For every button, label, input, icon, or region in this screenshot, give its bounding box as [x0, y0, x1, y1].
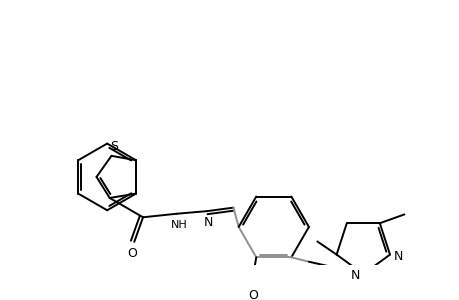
Text: O: O	[127, 247, 137, 260]
Text: S: S	[110, 140, 118, 153]
Text: N: N	[350, 269, 359, 282]
Text: N: N	[393, 250, 403, 263]
Text: N: N	[204, 216, 213, 229]
Text: O: O	[248, 290, 258, 300]
Text: NH: NH	[170, 220, 187, 230]
